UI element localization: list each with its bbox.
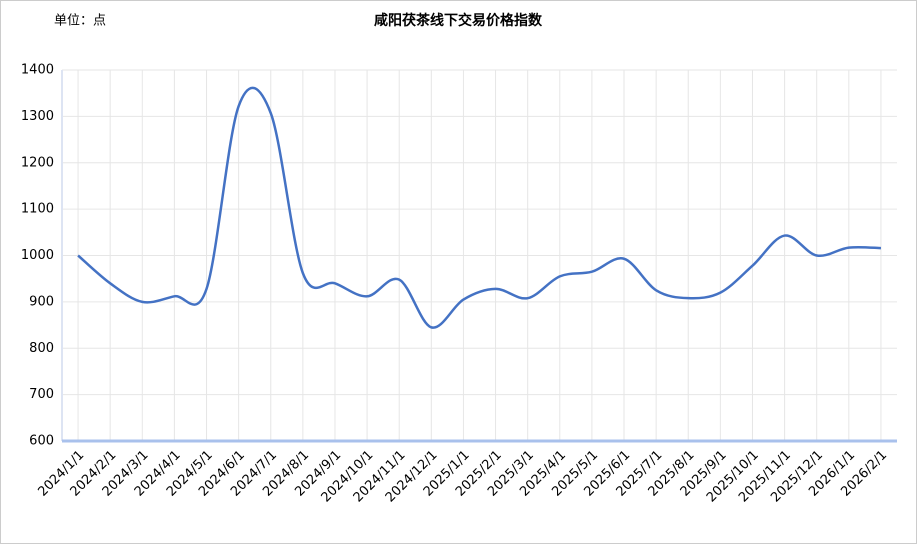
y-tick-label: 1100 <box>21 202 54 217</box>
y-tick-label: 1000 <box>21 248 54 263</box>
y-tick-label: 600 <box>29 434 54 449</box>
line <box>77 86 881 329</box>
y-tick-label: 700 <box>29 387 54 402</box>
y-tick-label: 1200 <box>21 155 54 170</box>
y-tick-label: 800 <box>29 341 54 356</box>
chart-title: 咸阳茯茶线下交易价格指数 <box>374 12 543 29</box>
y-tick-label: 1300 <box>21 109 54 124</box>
y-tick-label: 1400 <box>21 63 54 78</box>
unit-label: 单位：点 <box>54 14 106 29</box>
y-tick-label: 900 <box>29 294 54 309</box>
